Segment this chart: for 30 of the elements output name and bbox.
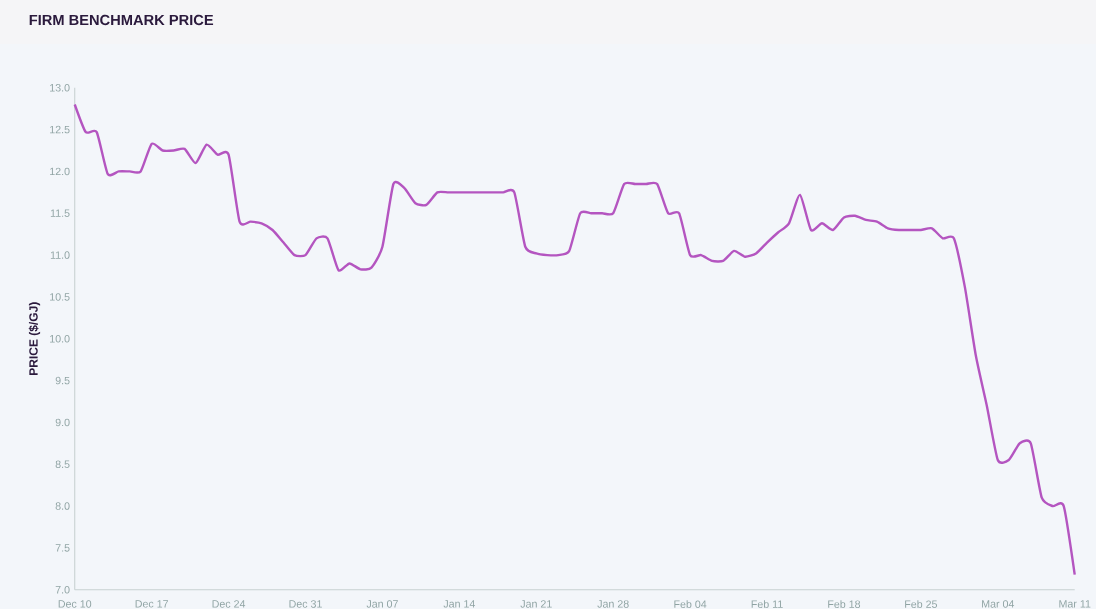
x-tick-label: Mar 11 — [1059, 599, 1091, 608]
x-tick-label: Jan 28 — [597, 599, 629, 608]
y-tick-label: 8.0 — [55, 502, 70, 510]
x-tick-label: Jan 21 — [520, 599, 552, 608]
y-tick-label: 10.5 — [50, 292, 70, 301]
x-tick-label: Dec 10 — [58, 599, 92, 608]
y-tick-label: 8.5 — [55, 460, 70, 468]
y-tick-label: 11.0 — [50, 251, 70, 259]
x-tick-label: Jan 07 — [366, 599, 398, 608]
x-tick-label: Mar 04 — [982, 599, 1015, 608]
y-tick-label: 9.5 — [55, 376, 70, 385]
y-tick-label: 12.5 — [50, 125, 70, 134]
y-axis-title: PRICE ($/GJ) — [28, 302, 41, 375]
x-tick-label: Dec 31 — [289, 599, 322, 608]
chart-title: FIRM BENCHMARK PRICE — [29, 14, 214, 25]
x-tick-label: Dec 17 — [135, 599, 168, 608]
y-tick-label: 13.0 — [50, 83, 70, 92]
x-tick-label: Feb 18 — [828, 599, 861, 608]
line-series — [73, 103, 1076, 576]
x-tick-label: Dec 24 — [212, 599, 246, 608]
x-tick-label: Jan 14 — [443, 599, 476, 608]
y-tick-label: 7.5 — [55, 543, 70, 552]
y-tick-label: 9.0 — [55, 418, 70, 426]
y-tick-label: 12.0 — [50, 167, 70, 175]
x-tick-label: Feb 11 — [751, 599, 783, 608]
y-tick-label: 10.0 — [50, 334, 70, 343]
y-tick-label: 11.5 — [50, 209, 70, 217]
x-tick-label: Feb 25 — [905, 599, 938, 608]
x-tick-label: Feb 04 — [674, 599, 707, 608]
y-tick-label: 7.0 — [55, 585, 70, 594]
